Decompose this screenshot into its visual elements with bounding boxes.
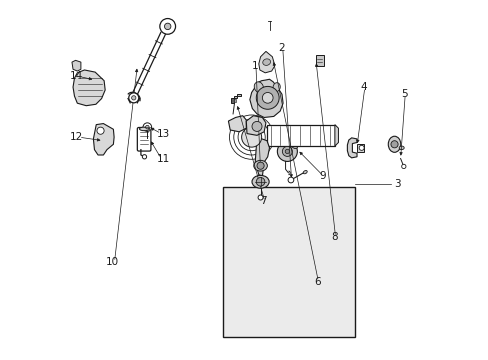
Circle shape <box>251 121 262 131</box>
Circle shape <box>128 93 139 103</box>
Text: 7: 7 <box>260 197 266 206</box>
Circle shape <box>142 155 146 159</box>
Circle shape <box>256 86 279 109</box>
Circle shape <box>282 147 292 157</box>
Circle shape <box>358 145 364 150</box>
Polygon shape <box>228 116 246 132</box>
Text: 11: 11 <box>157 154 170 163</box>
Bar <box>266 125 334 146</box>
Ellipse shape <box>254 82 263 93</box>
FancyBboxPatch shape <box>137 127 151 151</box>
Bar <box>315 55 323 66</box>
Ellipse shape <box>262 59 270 66</box>
Ellipse shape <box>387 136 400 152</box>
Circle shape <box>241 127 261 147</box>
Ellipse shape <box>139 127 149 131</box>
Text: 3: 3 <box>394 179 400 189</box>
Circle shape <box>390 141 397 148</box>
Circle shape <box>160 18 175 34</box>
Polygon shape <box>258 51 274 73</box>
Bar <box>231 99 233 102</box>
Polygon shape <box>230 94 241 103</box>
Text: 13: 13 <box>157 129 170 139</box>
Polygon shape <box>346 138 356 158</box>
Circle shape <box>277 141 297 161</box>
Ellipse shape <box>272 83 280 91</box>
Circle shape <box>287 177 293 183</box>
Text: 12: 12 <box>70 132 83 142</box>
Circle shape <box>256 177 264 186</box>
Circle shape <box>257 162 264 169</box>
Circle shape <box>285 149 289 154</box>
Circle shape <box>401 164 405 168</box>
Ellipse shape <box>291 144 297 149</box>
Polygon shape <box>93 123 114 155</box>
Bar <box>234 99 236 102</box>
Text: 8: 8 <box>331 232 337 242</box>
Circle shape <box>143 123 151 131</box>
Polygon shape <box>334 125 338 146</box>
Polygon shape <box>249 79 283 117</box>
Text: 5: 5 <box>400 89 407 99</box>
Ellipse shape <box>251 175 268 188</box>
Polygon shape <box>72 60 81 71</box>
Circle shape <box>131 96 136 100</box>
Circle shape <box>97 127 104 134</box>
Bar <box>223 187 354 337</box>
Ellipse shape <box>398 146 404 150</box>
Circle shape <box>145 125 149 129</box>
Text: 1: 1 <box>251 61 258 71</box>
Text: 6: 6 <box>313 277 320 287</box>
Text: 9: 9 <box>319 171 325 181</box>
Ellipse shape <box>303 171 306 174</box>
Text: 2: 2 <box>278 43 285 53</box>
Circle shape <box>258 195 263 200</box>
Text: 4: 4 <box>360 82 366 92</box>
Polygon shape <box>246 116 265 135</box>
Polygon shape <box>255 137 269 176</box>
Text: 14: 14 <box>70 71 83 81</box>
Bar <box>356 144 364 152</box>
Circle shape <box>262 93 272 103</box>
Circle shape <box>164 23 171 30</box>
Text: 10: 10 <box>105 257 119 267</box>
Ellipse shape <box>253 160 267 171</box>
Polygon shape <box>73 70 105 106</box>
